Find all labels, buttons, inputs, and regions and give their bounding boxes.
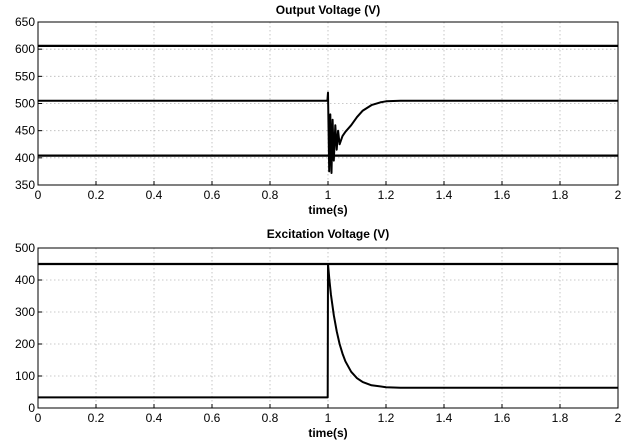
x-tick-label: 1.4 [436, 411, 453, 425]
x-tick-label: 0 [35, 188, 42, 202]
axes-frame [37, 21, 619, 186]
y-tick-label: 600 [15, 42, 35, 56]
x-tick-label: 0.8 [262, 188, 279, 202]
x-tick-label: 2 [615, 411, 622, 425]
y-tick-labels: 350 400 450 500 550 600 650 [15, 15, 35, 192]
x-tick-label: 1 [325, 188, 332, 202]
y-tick-label: 0 [28, 401, 35, 415]
y-tick-label: 400 [15, 273, 35, 287]
x-tick-label: 0.8 [262, 411, 279, 425]
series-line [38, 91, 618, 174]
y-tick-labels: 0 100 200 300 400 500 [15, 241, 35, 415]
y-tick-label: 550 [15, 69, 35, 83]
series-layer [38, 263, 618, 399]
x-tick-label: 0.2 [88, 188, 105, 202]
y-tick-label: 400 [15, 151, 35, 165]
x-tick-label: 0.6 [204, 188, 221, 202]
x-tick-label: 0.4 [146, 188, 163, 202]
x-tick-labels: 0 0.2 0.4 0.6 0.8 1 1.2 1.4 1.6 1.8 2 [35, 188, 622, 202]
x-tick-label: 0.2 [88, 411, 105, 425]
y-tick-label: 650 [15, 15, 35, 29]
x-tick-label: 1.6 [494, 411, 511, 425]
x-tick-label: 0 [35, 411, 42, 425]
output-voltage-chart: Output Voltage (V) 0 0.2 0.4 0.6 0.8 1 1.2 1.4 1… [15, 3, 622, 217]
x-tick-label: 1.8 [552, 411, 569, 425]
x-tick-label: 0.4 [146, 411, 163, 425]
y-tick-label: 300 [15, 305, 35, 319]
x-tick-labels: 0 0.2 0.4 0.6 0.8 1 1.2 1.4 1.6 1.8 2 [35, 411, 622, 425]
x-tick-label: 1.4 [436, 188, 453, 202]
chart-title: Output Voltage (V) [276, 3, 380, 17]
series-line [38, 263, 618, 399]
y-tick-label: 500 [15, 97, 35, 111]
grid [37, 21, 619, 186]
x-tick-label: 1.6 [494, 188, 511, 202]
x-axis-label: time(s) [308, 426, 347, 440]
axes-frame [37, 247, 619, 409]
x-tick-label: 1 [325, 411, 332, 425]
x-tick-label: 1.2 [378, 188, 395, 202]
chart-title: Excitation Voltage (V) [267, 227, 389, 241]
x-tick-label: 2 [615, 188, 622, 202]
y-tick-label: 350 [15, 178, 35, 192]
excitation-voltage-chart: Excitation Voltage (V) 0 0.2 0.4 0.6 0.8 1 1.2… [15, 227, 622, 440]
y-tick-label: 500 [15, 241, 35, 255]
y-tick-label: 200 [15, 337, 35, 351]
x-tick-label: 1.2 [378, 411, 395, 425]
x-tick-label: 0.6 [204, 411, 221, 425]
x-axis-label: time(s) [308, 203, 347, 217]
y-tick-label: 100 [15, 369, 35, 383]
series-layer [38, 91, 618, 174]
x-tick-label: 1.8 [552, 188, 569, 202]
y-tick-label: 450 [15, 124, 35, 138]
